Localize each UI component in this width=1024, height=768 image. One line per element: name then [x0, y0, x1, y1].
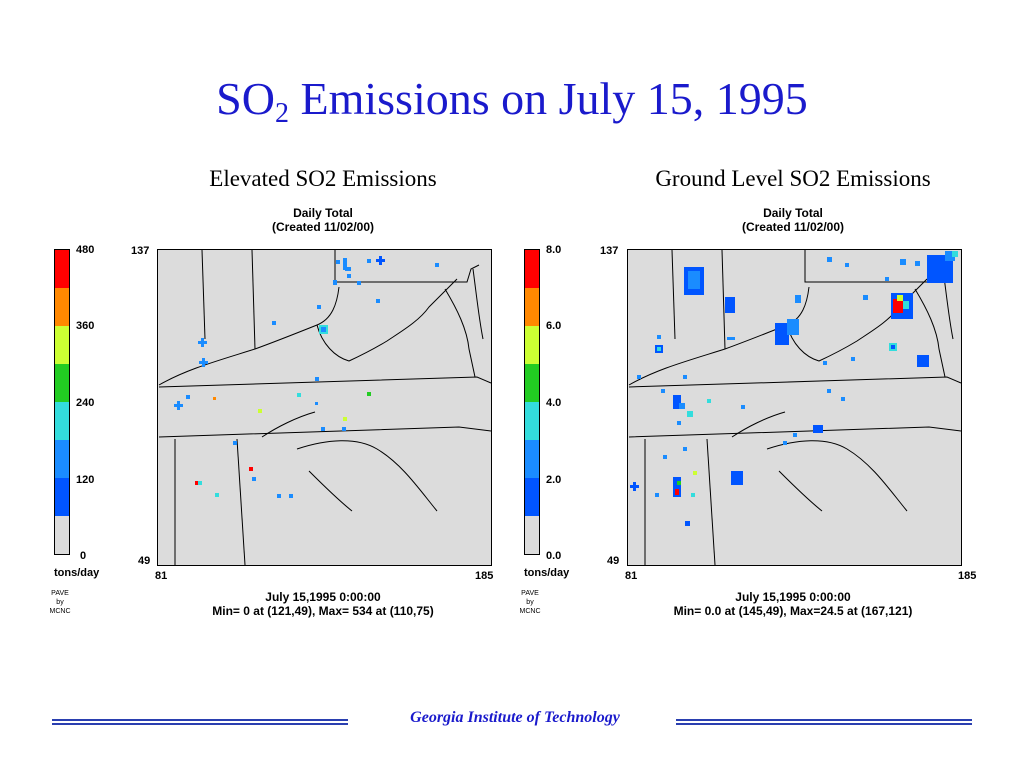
panel-title-elevated: Elevated SO2 Emissions	[209, 166, 437, 191]
scale-label: 240	[76, 397, 95, 409]
scale-label: 120	[76, 474, 95, 486]
x-axis-right: 185	[475, 570, 494, 582]
scale-unit: tons/day	[524, 567, 570, 579]
map-subtitle-elevated: Daily Total (Created 11/02/00)	[271, 206, 375, 234]
scale-label: 0.0	[546, 550, 562, 562]
map-footer-elevated: July 15,1995 0:00:00 Min= 0 at (121,49),…	[212, 590, 434, 618]
y-axis-bottom: 49	[607, 555, 620, 567]
x-axis-left: 81	[625, 570, 638, 582]
slide-title: SO2 Emissions on July 15, 1995	[216, 73, 808, 129]
y-axis-top: 137	[600, 245, 619, 257]
footer-rule-right	[676, 719, 972, 727]
credit-text: PAVE by MCNC	[519, 590, 541, 615]
emission-markers	[630, 251, 958, 526]
color-scale-elevated	[54, 249, 70, 555]
footer-rule-left	[52, 719, 348, 727]
scale-label: 480	[76, 244, 95, 256]
scale-label: 0	[80, 550, 87, 562]
scale-label: 6.0	[546, 320, 562, 332]
map-footer-ground: July 15,1995 0:00:00 Min= 0.0 at (145,49…	[673, 590, 913, 618]
map-background	[157, 249, 492, 566]
state-boundaries	[628, 249, 962, 566]
panel-title-ground: Ground Level SO2 Emissions	[655, 166, 931, 191]
x-axis-right: 185	[958, 570, 977, 582]
x-axis-left: 81	[155, 570, 168, 582]
scale-label: 8.0	[546, 244, 562, 256]
scale-label: 360	[76, 320, 95, 332]
footer-text: Georgia Institute of Technology	[410, 709, 620, 726]
map-subtitle-ground: Daily Total (Created 11/02/00)	[741, 206, 845, 234]
map-ground	[627, 249, 962, 566]
scale-label: 4.0	[546, 397, 562, 409]
credit-text: PAVE by MCNC	[49, 590, 71, 615]
color-scale-ground	[524, 249, 540, 555]
scale-unit: tons/day	[54, 567, 100, 579]
scale-label: 2.0	[546, 474, 562, 486]
emission-markers	[174, 256, 439, 498]
state-boundaries	[158, 249, 492, 566]
y-axis-bottom: 49	[138, 555, 151, 567]
map-elevated	[157, 249, 492, 566]
y-axis-top: 137	[131, 245, 150, 257]
